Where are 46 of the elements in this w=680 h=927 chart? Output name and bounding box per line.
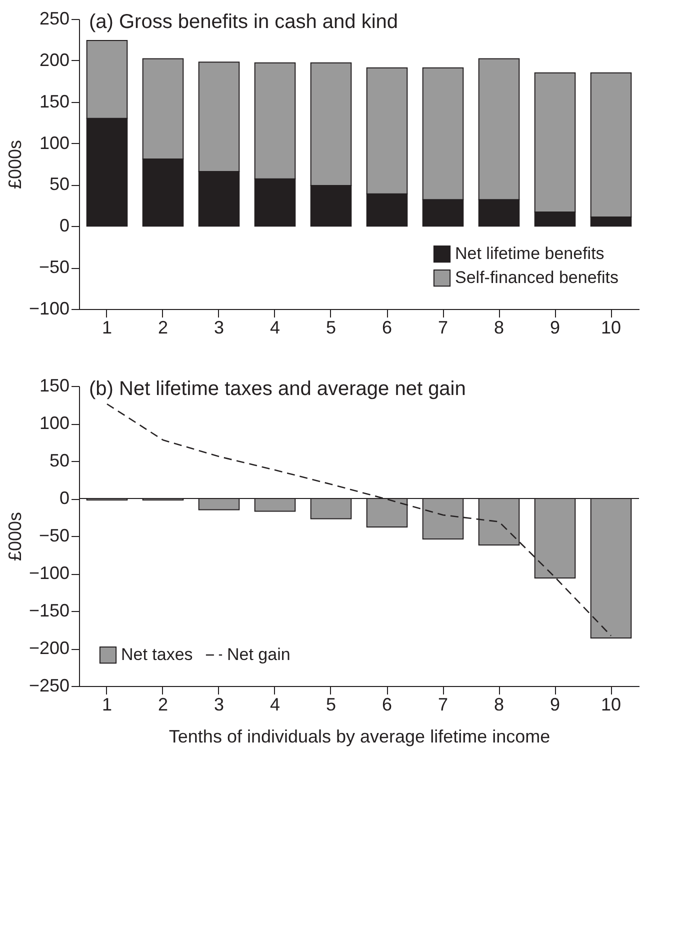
y-tick-label: −100 xyxy=(28,563,70,583)
y-tick-label: 150 xyxy=(39,91,70,112)
x-tick-label: 8 xyxy=(494,694,504,714)
y-tick-label: 200 xyxy=(39,50,70,70)
x-tick-label: 9 xyxy=(550,694,560,714)
legend-label: Net gain xyxy=(227,645,290,664)
x-tick-label: 2 xyxy=(158,694,168,714)
y-tick-label: 50 xyxy=(49,450,70,470)
x-tick-label: 6 xyxy=(382,318,392,338)
y-tick-label: 0 xyxy=(59,216,70,236)
x-tick-label: 9 xyxy=(550,318,560,338)
x-tick-label: 7 xyxy=(438,318,448,338)
x-tick-label: 1 xyxy=(102,318,112,338)
x-tick-label: 3 xyxy=(214,318,224,338)
y-tick-label: 100 xyxy=(39,132,70,153)
x-tick-label: 1 xyxy=(102,694,112,714)
y-tick-label: −100 xyxy=(28,298,70,318)
x-tick-label: 10 xyxy=(600,318,622,338)
y-tick-label: −200 xyxy=(28,638,70,658)
chart-title: (b) Net lifetime taxes and average net gain xyxy=(89,378,466,400)
x-tick-label: 4 xyxy=(270,694,280,714)
y-tick-label: −150 xyxy=(28,600,70,620)
x-tick-label: 3 xyxy=(214,694,224,714)
x-tick-label: 10 xyxy=(600,694,622,714)
legend-label: Self-financed benefits xyxy=(455,268,618,287)
y-tick-label: −50 xyxy=(38,257,70,278)
chart-title: (a) Gross benefits in cash and kind xyxy=(89,11,398,33)
y-tick-label: 0 xyxy=(59,488,70,508)
y-tick-label: 150 xyxy=(39,376,70,396)
legend-label: Net lifetime benefits xyxy=(455,244,604,263)
y-tick-label: −250 xyxy=(28,676,70,696)
legend-label: Net taxes xyxy=(121,645,193,664)
y-tick-label: 100 xyxy=(39,413,70,433)
x-tick-label: 8 xyxy=(494,318,504,338)
x-axis-title: Tenths of individuals by average lifetime income xyxy=(168,726,550,746)
x-tick-label: 7 xyxy=(438,694,448,714)
x-tick-label: 2 xyxy=(158,318,168,338)
y-tick-label: −50 xyxy=(38,526,70,546)
x-tick-label: 5 xyxy=(326,318,336,338)
x-tick-label: 5 xyxy=(326,694,336,714)
y-axis-title: £000s xyxy=(4,140,25,190)
y-tick-label: 250 xyxy=(39,8,70,28)
y-tick-label: 50 xyxy=(49,174,70,194)
x-tick-label: 4 xyxy=(270,318,280,338)
x-tick-label: 6 xyxy=(382,694,392,714)
y-axis-title: £000s xyxy=(4,512,25,562)
